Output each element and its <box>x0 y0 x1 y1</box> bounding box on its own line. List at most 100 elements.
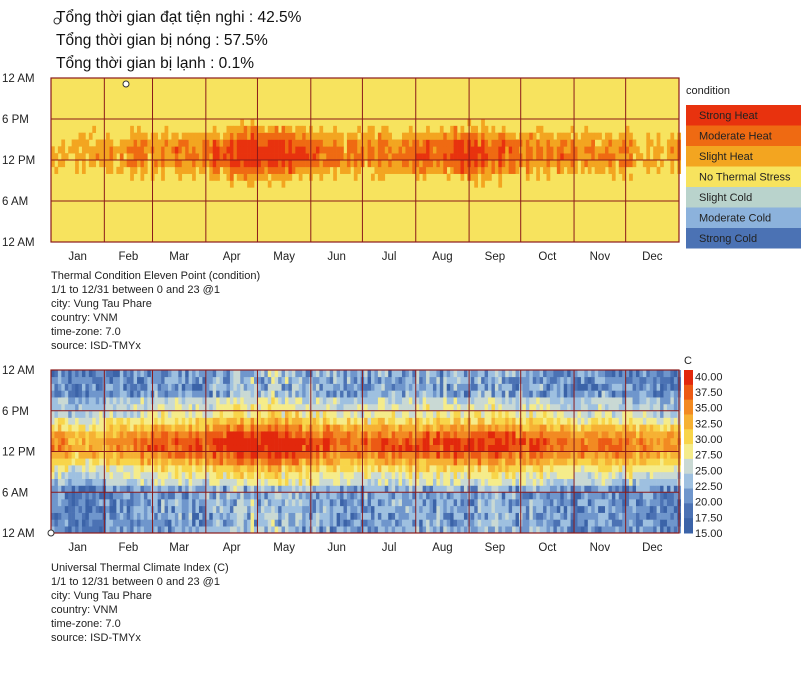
utci-cell <box>460 485 465 493</box>
utci-cell <box>560 478 565 486</box>
utci-cell <box>212 370 217 378</box>
utci-cell <box>229 437 234 446</box>
utci-cell <box>161 370 165 378</box>
utci-cell <box>64 485 69 493</box>
utci-cell <box>326 376 331 384</box>
utci-cell <box>274 376 279 384</box>
condition-cell <box>109 166 114 174</box>
utci-cell <box>178 370 183 378</box>
condition-cell <box>574 139 578 147</box>
utci-cell <box>426 458 430 466</box>
condition-cell <box>474 125 478 133</box>
utci-cell <box>92 478 97 486</box>
utci-cell <box>525 458 530 466</box>
utci-cell <box>439 437 444 446</box>
utci-cell <box>174 397 179 405</box>
utci-cell <box>508 465 513 473</box>
condition-cell <box>642 160 647 168</box>
utci-cell <box>532 526 537 534</box>
utci-cell <box>133 458 138 466</box>
utci-cell <box>601 499 606 507</box>
utci-cell <box>85 526 90 534</box>
condition-legend-label: Strong Cold <box>699 233 757 245</box>
condition-cell <box>305 160 310 168</box>
utci-cell <box>536 431 540 439</box>
utci-cell <box>553 471 558 479</box>
utci-cell <box>329 410 334 418</box>
utci-cell <box>278 437 282 446</box>
utci-cell <box>298 424 303 432</box>
utci-cell <box>567 499 571 507</box>
utci-cell <box>64 397 69 405</box>
utci-cell <box>536 390 540 398</box>
condition-cell <box>85 139 90 147</box>
condition-cell <box>174 146 179 154</box>
utci-cell <box>154 444 158 452</box>
condition-cell <box>302 166 306 174</box>
utci-cell <box>539 519 544 527</box>
utci-cell <box>171 458 176 466</box>
utci-cell <box>288 376 293 384</box>
utci-cell <box>178 410 183 418</box>
utci-cell <box>549 417 554 425</box>
condition-cell <box>205 132 210 140</box>
utci-cell <box>580 458 585 466</box>
utci-cell <box>443 458 448 466</box>
utci-cell <box>130 431 134 439</box>
utci-cell <box>195 370 200 378</box>
marker-dot <box>122 80 130 88</box>
utci-cell <box>278 519 282 527</box>
utci-cell <box>92 485 97 493</box>
condition-cell <box>81 166 86 174</box>
utci-cell <box>525 397 530 405</box>
utci-cell <box>429 519 434 527</box>
utci-cell <box>291 526 296 534</box>
condition-cell <box>474 139 478 147</box>
utci-cell <box>408 492 413 500</box>
utci-cell <box>395 519 399 527</box>
condition-cell <box>419 146 423 154</box>
utci-cell <box>257 512 262 520</box>
condition-cell <box>543 166 547 174</box>
condition-cell <box>212 160 217 168</box>
utci-cell <box>130 444 134 452</box>
condition-cell <box>229 173 234 181</box>
condition-cell <box>608 160 613 168</box>
utci-cell <box>185 410 189 418</box>
utci-cell <box>106 471 110 479</box>
utci-cell <box>343 526 348 534</box>
utci-cell <box>99 465 103 473</box>
condition-cell <box>254 132 258 140</box>
utci-cell <box>549 403 554 412</box>
condition-cell <box>515 146 520 154</box>
utci-cell <box>223 519 227 527</box>
condition-cell <box>546 139 551 147</box>
utci-cell <box>346 370 351 378</box>
utci-cell <box>88 444 93 452</box>
utci-cell <box>532 437 537 446</box>
utci-cell <box>587 499 592 507</box>
utci-cell <box>553 410 558 418</box>
condition-cell <box>477 160 482 168</box>
utci-cell <box>580 410 585 418</box>
utci-cell <box>529 437 534 446</box>
utci-cell <box>374 424 379 432</box>
utci-cell <box>92 519 97 527</box>
condition-plot-border <box>50 77 680 243</box>
condition-cell <box>567 160 571 168</box>
utci-cell <box>198 512 203 520</box>
utci-cell <box>181 451 186 459</box>
utci-cell <box>556 431 561 439</box>
utci-cell <box>298 512 303 520</box>
condition-cell <box>532 160 537 168</box>
utci-cell <box>412 437 417 446</box>
utci-cell <box>364 471 368 479</box>
utci-cell <box>205 471 210 479</box>
utci-cell <box>474 417 478 425</box>
utci-cell <box>457 376 461 384</box>
utci-cell <box>594 499 599 507</box>
utci-cell <box>350 485 355 493</box>
utci-cell <box>202 431 207 439</box>
utci-cell <box>333 492 337 500</box>
utci-cell <box>432 424 437 432</box>
